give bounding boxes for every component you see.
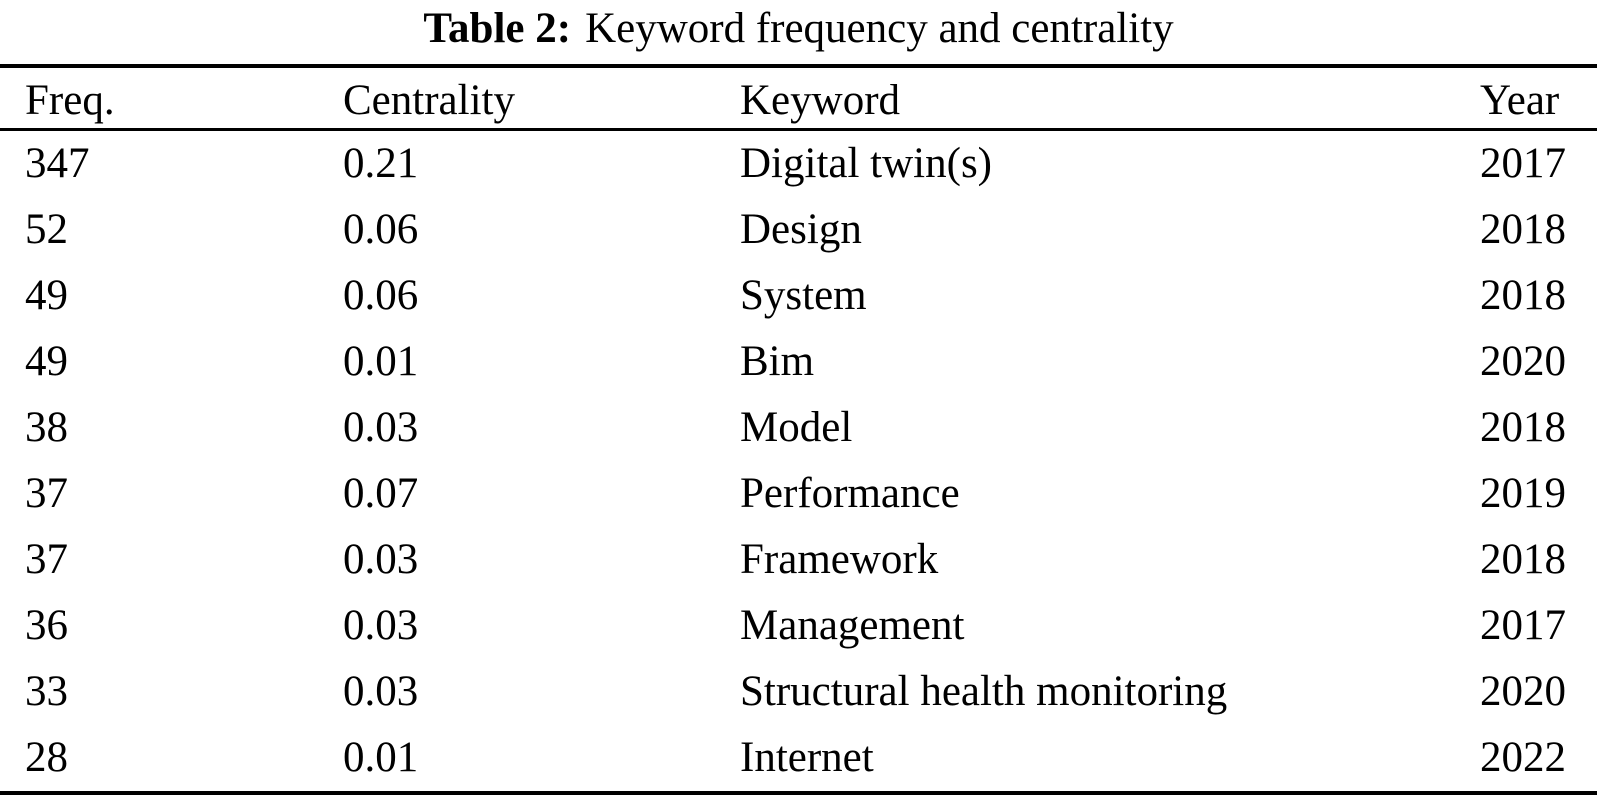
cell-freq: 37 (25, 536, 68, 583)
column-header-freq: Freq. (25, 77, 115, 124)
table-title: Table 2: Keyword frequency and centralit… (0, 0, 1597, 64)
cell-centrality: 0.01 (343, 338, 419, 385)
cell-keyword: Model (740, 404, 853, 451)
cell-centrality: 0.03 (343, 668, 419, 715)
cell-freq: 347 (25, 140, 90, 187)
table-label: Table 2: (423, 5, 572, 52)
table-row: 28 0.01 Internet 2022 (0, 725, 1597, 791)
cell-year: 2018 (1480, 272, 1566, 319)
cell-year: 2017 (1480, 602, 1566, 649)
table-row: 52 0.06 Design 2018 (0, 197, 1597, 263)
cell-centrality: 0.03 (343, 536, 419, 583)
cell-year: 2019 (1480, 470, 1566, 517)
table-row: 36 0.03 Management 2017 (0, 593, 1597, 659)
table-header-row: Freq. Centrality Keyword Year (0, 68, 1597, 131)
cell-centrality: 0.07 (343, 470, 419, 517)
cell-freq: 52 (25, 206, 68, 253)
cell-year: 2020 (1480, 668, 1566, 715)
column-header-centrality: Centrality (343, 77, 515, 124)
cell-freq: 33 (25, 668, 68, 715)
cell-keyword: Internet (740, 734, 874, 781)
cell-centrality: 0.03 (343, 602, 419, 649)
cell-keyword: Framework (740, 536, 939, 583)
table-row: 49 0.01 Bim 2020 (0, 329, 1597, 395)
table-row: 38 0.03 Model 2018 (0, 395, 1597, 461)
cell-centrality: 0.06 (343, 206, 419, 253)
cell-centrality: 0.21 (343, 140, 419, 187)
cell-year: 2018 (1480, 206, 1566, 253)
cell-centrality: 0.03 (343, 404, 419, 451)
cell-keyword: Bim (740, 338, 815, 385)
keyword-frequency-table: Freq. Centrality Keyword Year 347 0.21 D… (0, 64, 1597, 795)
cell-freq: 38 (25, 404, 68, 451)
cell-freq: 36 (25, 602, 68, 649)
cell-keyword: Digital twin(s) (740, 140, 992, 187)
cell-freq: 28 (25, 734, 68, 781)
cell-year: 2018 (1480, 536, 1566, 583)
cell-year: 2017 (1480, 140, 1566, 187)
cell-keyword: System (740, 272, 867, 319)
cell-year: 2018 (1480, 404, 1566, 451)
table-caption: Keyword frequency and centrality (585, 5, 1174, 52)
table-row: 49 0.06 System 2018 (0, 263, 1597, 329)
table-row: 33 0.03 Structural health monitoring 202… (0, 659, 1597, 725)
table-row: 37 0.03 Framework 2018 (0, 527, 1597, 593)
column-header-keyword: Keyword (740, 77, 901, 124)
cell-keyword: Design (740, 206, 862, 253)
cell-centrality: 0.06 (343, 272, 419, 319)
cell-keyword: Structural health monitoring (740, 668, 1228, 715)
cell-freq: 49 (25, 338, 68, 385)
cell-year: 2022 (1480, 734, 1566, 781)
cell-keyword: Performance (740, 470, 960, 517)
cell-year: 2020 (1480, 338, 1566, 385)
cell-centrality: 0.01 (343, 734, 419, 781)
cell-keyword: Management (740, 602, 965, 649)
cell-freq: 37 (25, 470, 68, 517)
table-row: 37 0.07 Performance 2019 (0, 461, 1597, 527)
column-header-year: Year (1480, 77, 1560, 124)
table-row: 347 0.21 Digital twin(s) 2017 (0, 131, 1597, 197)
cell-freq: 49 (25, 272, 68, 319)
